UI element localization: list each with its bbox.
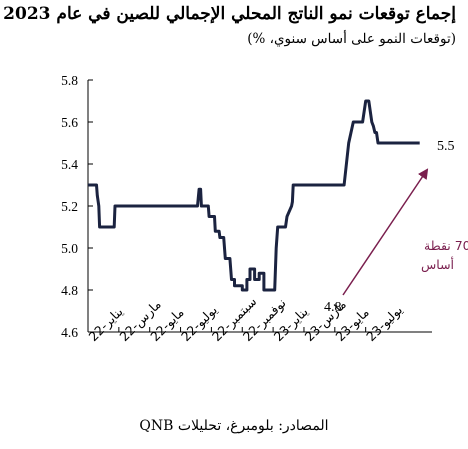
gain-label-line1: +70 نقطة [424, 238, 468, 253]
chart-title: إجماع توقعات نمو الناتج المحلي الإجمالي … [3, 4, 456, 24]
end-value-label: 5.5 [437, 139, 455, 154]
y-tick-label: 5.8 [61, 73, 78, 88]
x-tick-label: يوليو-23 [363, 302, 406, 345]
y-tick-label: 4.8 [61, 283, 78, 298]
start-value-label: 4.8 [324, 300, 342, 315]
chart-subtitle: (توقعات النمو على أساس سنوي، %) [247, 31, 456, 47]
y-tick-label: 5.2 [61, 199, 78, 214]
gain-arrow [342, 168, 429, 296]
series-line [88, 99, 420, 292]
source-note: المصادر: بلومبرغ، تحليلات QNB [139, 418, 329, 434]
gain-label-line2: أساس [421, 256, 454, 273]
y-tick-label: 5.0 [61, 241, 78, 256]
y-tick-label: 5.6 [61, 115, 78, 130]
y-tick-label: 4.6 [61, 325, 78, 340]
y-tick-label: 5.4 [61, 157, 78, 172]
